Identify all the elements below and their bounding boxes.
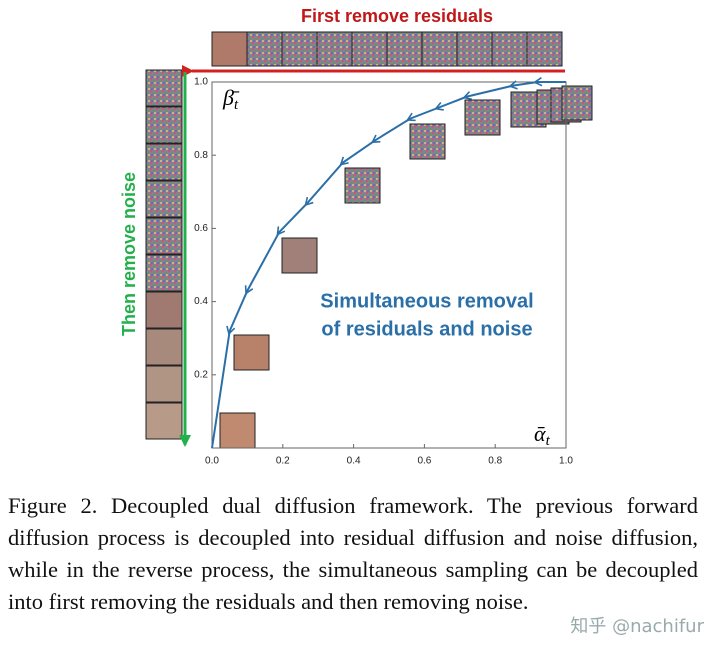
caption: Figure 2. Decoupled dual diffusion frame… xyxy=(8,493,698,614)
y-tick-label: 0.4 xyxy=(194,296,208,307)
x-tick-label: 0.8 xyxy=(488,456,502,467)
curve xyxy=(211,77,566,449)
thumbnails xyxy=(145,31,593,449)
x-tick-label: 1.0 xyxy=(559,456,573,467)
y-tick-label: 0.6 xyxy=(194,223,208,234)
x-tick-label: 0.4 xyxy=(347,456,361,467)
x-tick-label: 0.2 xyxy=(276,456,290,467)
y-tick-label: 1.0 xyxy=(194,77,208,88)
plot-frame xyxy=(211,81,567,449)
chart: First remove residuals Then remove noise… xyxy=(119,6,593,467)
title: First remove residuals xyxy=(301,6,493,26)
x-axis-label: ᾱt xyxy=(534,421,551,449)
x-tick-label: 0.6 xyxy=(417,456,431,467)
y-tick-label: 0.2 xyxy=(194,369,208,380)
y-tick-label: 0.8 xyxy=(194,150,208,161)
x-tick-label: 0.0 xyxy=(205,456,219,467)
y-annotation: Then remove noise xyxy=(119,172,139,336)
watermark: 知乎 @nachifur xyxy=(570,616,704,637)
annotation: Simultaneous removal xyxy=(320,290,533,312)
y-axis-label: β̄t xyxy=(222,85,240,113)
annotation: of residuals and noise xyxy=(321,318,532,340)
